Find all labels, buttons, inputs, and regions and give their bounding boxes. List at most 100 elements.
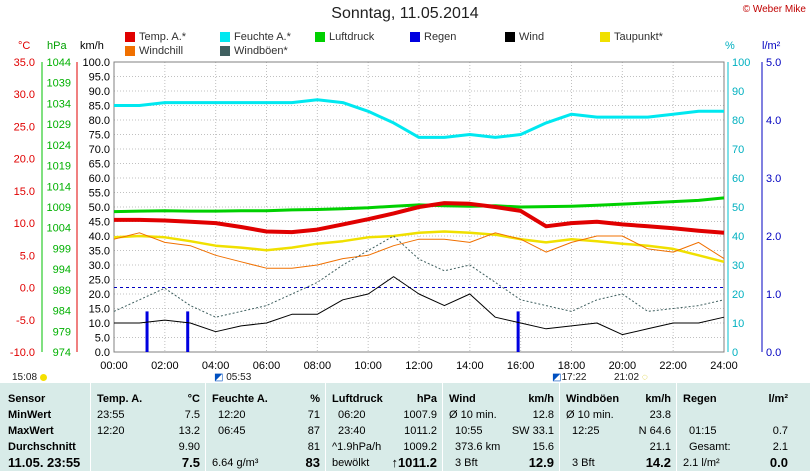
legend-swatch bbox=[600, 32, 610, 42]
x-tick-label: 22:00 bbox=[659, 360, 687, 372]
series-line bbox=[114, 201, 725, 235]
legend-swatch bbox=[505, 32, 515, 42]
humidity-axis-unit: % bbox=[725, 40, 735, 52]
sensor-header: Sensor bbox=[8, 393, 46, 405]
temp-min-time: 23:55 bbox=[97, 409, 125, 421]
legend-label: Taupunkt* bbox=[614, 31, 663, 43]
x-tick-label: 04:00 bbox=[202, 360, 230, 372]
wind-axis-unit: km/h bbox=[80, 40, 104, 52]
current-datetime: 11.05. 23:55 bbox=[8, 455, 81, 470]
wind-distance: 373.6 km bbox=[455, 441, 501, 453]
rain-tick-label: 5.0 bbox=[766, 57, 781, 69]
wind-max: SW 33.1 bbox=[511, 425, 554, 437]
moon-label: ◩17:22 bbox=[552, 372, 586, 383]
legend-label: Regen bbox=[424, 31, 457, 43]
temp-max: 13.2 bbox=[178, 425, 200, 437]
gusts-max: N 64.6 bbox=[638, 425, 671, 437]
temp-avg: 9.90 bbox=[178, 441, 200, 453]
humidity-max-time: 06:45 bbox=[218, 425, 246, 437]
pressure-tick-label: 979 bbox=[53, 326, 71, 338]
temp-header: Temp. A. bbox=[97, 393, 143, 405]
series-line bbox=[114, 98, 724, 139]
pressure-max: 1011.2 bbox=[404, 425, 437, 437]
wind-tick-label: 5.0 bbox=[95, 333, 110, 345]
x-tick-label: 14:00 bbox=[456, 360, 484, 372]
wind-tick-label: 20.0 bbox=[89, 289, 110, 301]
temp-tick-label: -5.0 bbox=[16, 315, 35, 327]
humidity-column: Feuchte A.% 12:20 71 06:45 87 81 6.64 g/m³… bbox=[205, 383, 326, 471]
gusts-beaufort: 3 Bft bbox=[572, 457, 595, 469]
rain-time: 01:15 bbox=[689, 425, 717, 437]
x-tick-label: 08:00 bbox=[304, 360, 332, 372]
rain-column: Regen l/m² 01:15 0.7 Gesamt: 2.1 2.1 l/m² 0.… bbox=[676, 383, 794, 471]
wind-header: Wind bbox=[449, 393, 476, 405]
rain-day: 2.1 l/m² bbox=[683, 457, 720, 469]
legend-swatch bbox=[220, 46, 230, 56]
pressure-min: 1007.9 bbox=[403, 409, 437, 421]
x-tick-label: 24:00 bbox=[710, 360, 738, 372]
x-tick-label: 02:00 bbox=[151, 360, 179, 372]
x-tick-label: 06:00 bbox=[253, 360, 281, 372]
wind-avg: 15.6 bbox=[532, 441, 554, 453]
temp-tick-label: 20.0 bbox=[14, 154, 35, 166]
wind-max-time: 10:55 bbox=[455, 425, 483, 437]
pressure-tick-label: 1024 bbox=[47, 140, 71, 152]
humidity-tick-label: 20 bbox=[732, 289, 744, 301]
x-tick-label: 00:00 bbox=[100, 360, 128, 372]
legend-item: Windböen* bbox=[220, 45, 288, 57]
wind-beaufort: 3 Bft bbox=[455, 457, 478, 469]
x-tick-label: 20:00 bbox=[609, 360, 637, 372]
pressure-tick-label: 1034 bbox=[47, 98, 71, 110]
humidity-tick-label: 10 bbox=[732, 318, 744, 330]
rain-tick-label: 1.0 bbox=[766, 289, 781, 301]
x-tick-label: 18:00 bbox=[558, 360, 586, 372]
temp-tick-label: 35.0 bbox=[14, 57, 35, 69]
wind-tick-label: 35.0 bbox=[89, 246, 110, 258]
pressure-unit: hPa bbox=[416, 393, 437, 405]
gusts-avg10-label: Ø 10 min. bbox=[566, 409, 614, 421]
humidity-current: 83 bbox=[305, 455, 320, 470]
legend-label: Wind bbox=[519, 31, 545, 43]
legend-item: Regen bbox=[410, 31, 456, 43]
legend-label: Luftdruck bbox=[329, 31, 375, 43]
gusts-current: 14.2 bbox=[645, 455, 671, 470]
legend-label: Feuchte A.* bbox=[234, 31, 291, 43]
legend-label: Windböen* bbox=[234, 45, 288, 57]
pressure-axis-unit: hPa bbox=[47, 40, 67, 52]
series-line bbox=[113, 232, 725, 269]
wind-tick-label: 45.0 bbox=[89, 217, 110, 229]
humidity-tick-label: 0 bbox=[732, 347, 738, 359]
series-line bbox=[113, 230, 725, 264]
x-tick-label: 16:00 bbox=[507, 360, 535, 372]
wind-tick-label: 70.0 bbox=[89, 144, 110, 156]
temp-current: 7.5 bbox=[181, 455, 200, 470]
temp-tick-label: -10.0 bbox=[10, 347, 35, 359]
legend-swatch bbox=[220, 32, 230, 42]
temp-tick-label: 5.0 bbox=[20, 250, 35, 262]
x-tick-label: 12:00 bbox=[405, 360, 433, 372]
series-line bbox=[113, 235, 725, 318]
legend-item: Feuchte A.* bbox=[220, 31, 291, 43]
temp-tick-label: 30.0 bbox=[14, 89, 35, 101]
pressure-tick-label: 1044 bbox=[47, 57, 71, 69]
wind-avg10-label: Ø 10 min. bbox=[449, 409, 497, 421]
legend-swatch bbox=[125, 46, 135, 56]
wind-tick-label: 60.0 bbox=[89, 173, 110, 185]
pressure-tick-label: 994 bbox=[53, 264, 71, 276]
temp-tick-label: 0.0 bbox=[20, 283, 35, 295]
gusts-column: Windböen km/h Ø 10 min. 23.8 12:25 N 64.6 2… bbox=[559, 383, 677, 471]
rain-bar bbox=[145, 311, 149, 352]
humidity-absolute: 6.64 g/m³ bbox=[212, 457, 259, 469]
wind-tick-label: 80.0 bbox=[89, 115, 110, 127]
rain-unit: l/m² bbox=[768, 393, 788, 405]
sensor-column: Sensor MinWert MaxWert Durchschnitt 11.0… bbox=[0, 383, 90, 471]
humidity-header: Feuchte A. bbox=[212, 393, 268, 405]
wind-tick-label: 40.0 bbox=[89, 231, 110, 243]
wind-tick-label: 65.0 bbox=[89, 159, 110, 171]
temp-min: 7.5 bbox=[184, 409, 200, 421]
series-line bbox=[113, 196, 725, 214]
wind-current: 12.9 bbox=[528, 455, 554, 470]
wind-tick-label: 30.0 bbox=[89, 260, 110, 272]
legend-item: Wind bbox=[505, 31, 544, 43]
temp-unit: °C bbox=[187, 393, 200, 405]
